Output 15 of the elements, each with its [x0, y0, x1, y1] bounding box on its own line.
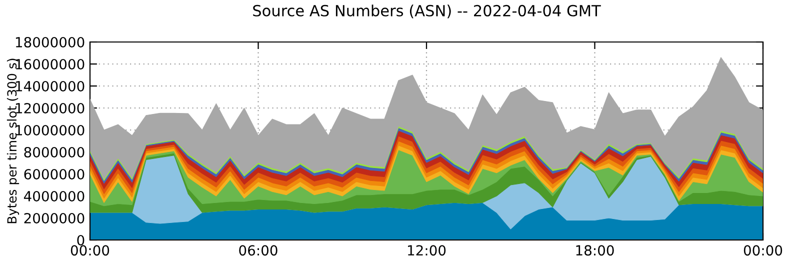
y-tick-label: 16000000 [16, 58, 84, 70]
y-tick-label: 10000000 [16, 124, 84, 136]
x-tick-label: 18:00 [576, 245, 614, 256]
x-tick-label: 12:00 [408, 245, 446, 256]
y-tick-label: 2000000 [24, 212, 84, 224]
chart-title: Source AS Numbers (ASN) -- 2022-04-04 GMT [253, 4, 601, 18]
y-tick-label: 4000000 [24, 190, 84, 202]
x-tick-label: 00:00 [70, 245, 110, 256]
y-tick-label: 0 [77, 234, 84, 246]
y-tick-label: 6000000 [24, 168, 84, 180]
y-tick-label: 14000000 [16, 80, 84, 92]
x-tick-label: 00:00 [744, 245, 782, 256]
y-tick-label: 8000000 [24, 146, 84, 158]
y-tick-label: 18000000 [16, 36, 84, 48]
x-tick-label: 06:00 [239, 245, 278, 256]
